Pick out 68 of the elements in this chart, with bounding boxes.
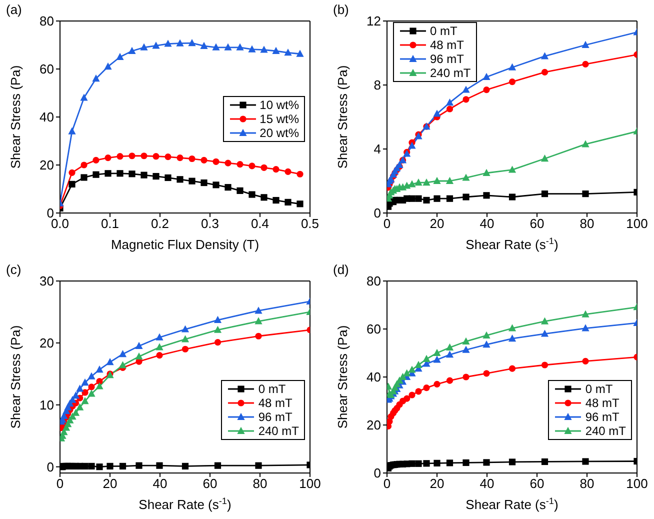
y-tick-label: 0 (374, 206, 381, 221)
legend-label: 15 wt% (260, 112, 299, 126)
x-tick-label: 40 (152, 476, 168, 491)
x-tick-label: 0 (383, 476, 391, 491)
x-tick-label: 0.0 (50, 216, 70, 232)
y-tick-label: 0 (46, 458, 54, 474)
y-tick-label: 40 (366, 369, 381, 384)
chart-title: (d) (333, 262, 349, 276)
chart-title: (a) (6, 2, 22, 17)
legend-label: 240 mT (585, 424, 626, 438)
y-tick-label: 40 (40, 110, 54, 125)
y-tick-label: 12 (366, 14, 381, 29)
x-tick-label: 100 (299, 476, 321, 491)
y-axis-title: Shear Stress (Pa) (335, 65, 350, 169)
y-tick-label: 30 (40, 273, 54, 288)
y-tick-label: 20 (366, 417, 381, 432)
x-tick-label: 100 (626, 476, 648, 491)
y-tick-label: 20 (40, 335, 54, 350)
y-tick-label: 80 (40, 14, 54, 29)
legend-label: 96 mT (258, 410, 292, 424)
x-tick-label: 0.4 (250, 216, 270, 232)
chart-title: (b) (333, 2, 349, 17)
legend-label: 0 mT (585, 382, 613, 396)
x-tick-label: 40 (480, 216, 494, 232)
x-tick-label: 60 (530, 216, 544, 232)
x-tick-label: 0.3 (200, 216, 220, 232)
x-tick-label: 100 (626, 216, 648, 232)
legend-label: 0 mT (258, 382, 286, 396)
y-tick-label: 0 (374, 465, 381, 480)
x-tick-label: 20 (102, 476, 118, 491)
x-tick-label: 60 (202, 476, 218, 491)
legend-label: 0 mT (430, 24, 458, 38)
legend-label: 10 wt% (260, 98, 299, 112)
x-tick-label: 0.5 (300, 216, 320, 232)
y-tick-label: 60 (366, 321, 381, 336)
y-tick-label: 80 (366, 273, 381, 288)
x-tick-label: 20 (430, 476, 444, 491)
x-axis-title: Magnetic Flux Density (T) (110, 237, 260, 252)
y-tick-label: 20 (40, 158, 54, 173)
x-tick-label: 20 (430, 216, 444, 232)
y-tick-label: 4 (374, 142, 381, 157)
x-tick-label: 80 (580, 216, 594, 232)
y-axis-title: Shear Stress (Pa) (8, 324, 23, 428)
x-tick-label: 80 (580, 476, 594, 491)
x-tick-label: 0 (56, 476, 64, 491)
legend-label: 48 mT (585, 396, 620, 410)
x-tick-label: 40 (480, 476, 494, 491)
x-axis-title: Shear Rate (s$^{-1}$) (466, 496, 558, 512)
y-axis-title: Shear Stress (Pa) (335, 324, 350, 428)
legend-label: 240 mT (258, 424, 299, 438)
x-tick-label: 80 (252, 476, 268, 491)
y-tick-label: 10 (40, 396, 54, 412)
legend-label: 20 wt% (260, 126, 299, 140)
x-tick-label: 0 (383, 216, 391, 232)
legend-label: 240 mT (430, 66, 471, 80)
y-axis-title: Shear Stress (Pa) (8, 65, 23, 169)
y-tick-label: 60 (40, 62, 54, 77)
y-tick-label: 8 (374, 78, 381, 93)
legend-label: 96 mT (585, 410, 620, 424)
legend-label: 96 mT (430, 52, 464, 66)
x-tick-label: 0.2 (150, 216, 170, 232)
x-axis-title: Shear Rate (s$^{-1}$) (138, 496, 232, 512)
x-axis-title: Shear Rate (s$^{-1}$) (466, 236, 558, 252)
legend-label: 48 mT (430, 38, 464, 52)
x-tick-label: 0.1 (100, 216, 120, 232)
legend-label: 48 mT (258, 396, 292, 410)
x-tick-label: 60 (530, 476, 544, 491)
chart-title: (c) (6, 262, 22, 276)
